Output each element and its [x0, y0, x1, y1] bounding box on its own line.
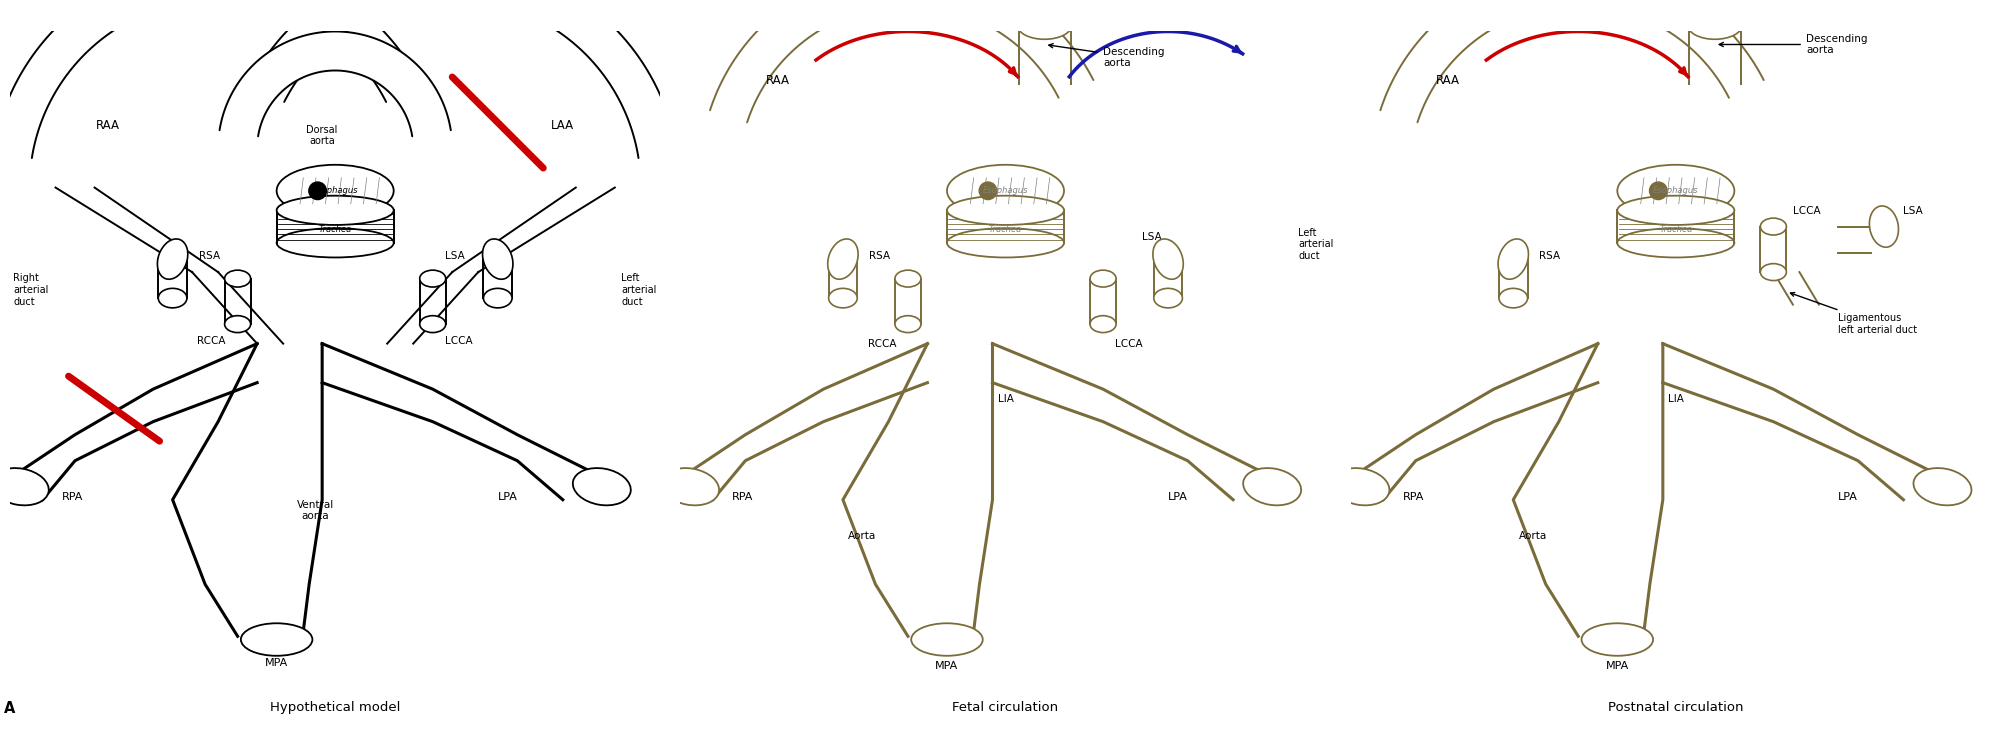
- Ellipse shape: [158, 288, 186, 308]
- Ellipse shape: [224, 270, 250, 287]
- Ellipse shape: [276, 165, 394, 217]
- Ellipse shape: [894, 270, 920, 287]
- Ellipse shape: [1617, 165, 1735, 217]
- Polygon shape: [1617, 210, 1735, 243]
- Ellipse shape: [1243, 468, 1301, 505]
- Ellipse shape: [1091, 270, 1117, 287]
- Text: RPA: RPA: [732, 492, 754, 502]
- Text: Postnatal circulation: Postnatal circulation: [1609, 701, 1743, 714]
- Ellipse shape: [484, 288, 512, 308]
- Polygon shape: [1381, 0, 1763, 123]
- Text: LCCA: LCCA: [444, 336, 472, 345]
- Ellipse shape: [1617, 228, 1735, 258]
- Text: Trachea: Trachea: [988, 225, 1023, 234]
- Text: RSA: RSA: [198, 251, 220, 261]
- Circle shape: [978, 182, 996, 200]
- Text: Aorta: Aorta: [848, 531, 876, 541]
- Text: Right
arterial
duct: Right arterial duct: [14, 273, 48, 307]
- Ellipse shape: [276, 195, 394, 225]
- Ellipse shape: [1499, 239, 1529, 279]
- Text: RCCA: RCCA: [198, 336, 226, 345]
- Text: MPA: MPA: [264, 658, 288, 667]
- Text: Dorsal
aorta: Dorsal aorta: [306, 125, 338, 146]
- Text: Aorta: Aorta: [1519, 531, 1547, 541]
- Ellipse shape: [894, 316, 920, 333]
- Ellipse shape: [1017, 10, 1073, 39]
- Text: RAA: RAA: [1437, 74, 1461, 86]
- Ellipse shape: [660, 468, 718, 505]
- Ellipse shape: [828, 288, 856, 308]
- Text: Hypothetical model: Hypothetical model: [270, 701, 400, 714]
- Text: RSA: RSA: [1539, 251, 1561, 261]
- Polygon shape: [710, 0, 1093, 123]
- Ellipse shape: [1331, 468, 1389, 505]
- Polygon shape: [276, 210, 394, 243]
- Ellipse shape: [946, 165, 1065, 217]
- Text: RAA: RAA: [766, 74, 790, 86]
- Text: RCCA: RCCA: [868, 339, 896, 349]
- Text: Trachea: Trachea: [1659, 225, 1693, 234]
- Polygon shape: [250, 0, 676, 158]
- Ellipse shape: [946, 228, 1065, 258]
- Polygon shape: [0, 0, 420, 158]
- Ellipse shape: [158, 239, 188, 279]
- Ellipse shape: [828, 239, 858, 279]
- Text: Esophagus: Esophagus: [312, 186, 358, 195]
- Text: MPA: MPA: [934, 661, 958, 671]
- Ellipse shape: [1153, 239, 1183, 279]
- Text: LSA: LSA: [1903, 206, 1923, 215]
- Circle shape: [308, 182, 326, 200]
- Text: Trachea: Trachea: [318, 225, 352, 234]
- Ellipse shape: [910, 623, 982, 656]
- Text: A: A: [4, 701, 14, 716]
- Text: LCCA: LCCA: [1115, 339, 1143, 349]
- Text: LSA: LSA: [1143, 232, 1163, 241]
- Ellipse shape: [572, 468, 630, 505]
- Ellipse shape: [946, 195, 1065, 225]
- Ellipse shape: [1913, 468, 1971, 505]
- Polygon shape: [946, 210, 1065, 243]
- Ellipse shape: [1581, 623, 1653, 656]
- Text: RSA: RSA: [868, 251, 890, 261]
- Ellipse shape: [1761, 264, 1787, 281]
- Text: RAA: RAA: [96, 119, 120, 132]
- Text: LCCA: LCCA: [1793, 206, 1821, 215]
- Ellipse shape: [1499, 288, 1527, 308]
- Text: RPA: RPA: [62, 492, 84, 502]
- Ellipse shape: [224, 316, 250, 333]
- Ellipse shape: [1617, 195, 1735, 225]
- Ellipse shape: [1155, 288, 1183, 308]
- Ellipse shape: [1687, 10, 1743, 39]
- Text: Esophagus: Esophagus: [1653, 186, 1699, 195]
- Text: Descending
aorta: Descending aorta: [1719, 33, 1867, 55]
- Text: MPA: MPA: [1605, 661, 1629, 671]
- Ellipse shape: [276, 228, 394, 258]
- Text: Esophagus: Esophagus: [982, 186, 1029, 195]
- Text: Descending
aorta: Descending aorta: [1049, 44, 1165, 68]
- Text: Fetal circulation: Fetal circulation: [952, 701, 1059, 714]
- Circle shape: [1649, 182, 1667, 200]
- Ellipse shape: [420, 316, 446, 333]
- Polygon shape: [220, 31, 450, 136]
- Ellipse shape: [1869, 206, 1899, 247]
- Text: LIA: LIA: [998, 395, 1013, 404]
- Text: LSA: LSA: [446, 251, 466, 261]
- Text: LPA: LPA: [1169, 492, 1189, 502]
- Text: LAA: LAA: [550, 119, 574, 132]
- Text: Ventral
aorta: Ventral aorta: [296, 499, 334, 522]
- Ellipse shape: [1091, 316, 1117, 333]
- Text: RPA: RPA: [1403, 492, 1425, 502]
- Ellipse shape: [0, 468, 48, 505]
- Text: LPA: LPA: [498, 492, 518, 502]
- Text: Left
arterial
duct: Left arterial duct: [622, 273, 656, 307]
- Text: Left
arterial
duct: Left arterial duct: [1299, 228, 1333, 261]
- Text: Ligamentous
left arterial duct: Ligamentous left arterial duct: [1791, 293, 1917, 335]
- Ellipse shape: [1761, 218, 1787, 235]
- Text: LPA: LPA: [1839, 492, 1859, 502]
- Ellipse shape: [482, 239, 512, 279]
- Ellipse shape: [240, 623, 312, 656]
- Ellipse shape: [420, 270, 446, 287]
- Text: LIA: LIA: [1669, 395, 1683, 404]
